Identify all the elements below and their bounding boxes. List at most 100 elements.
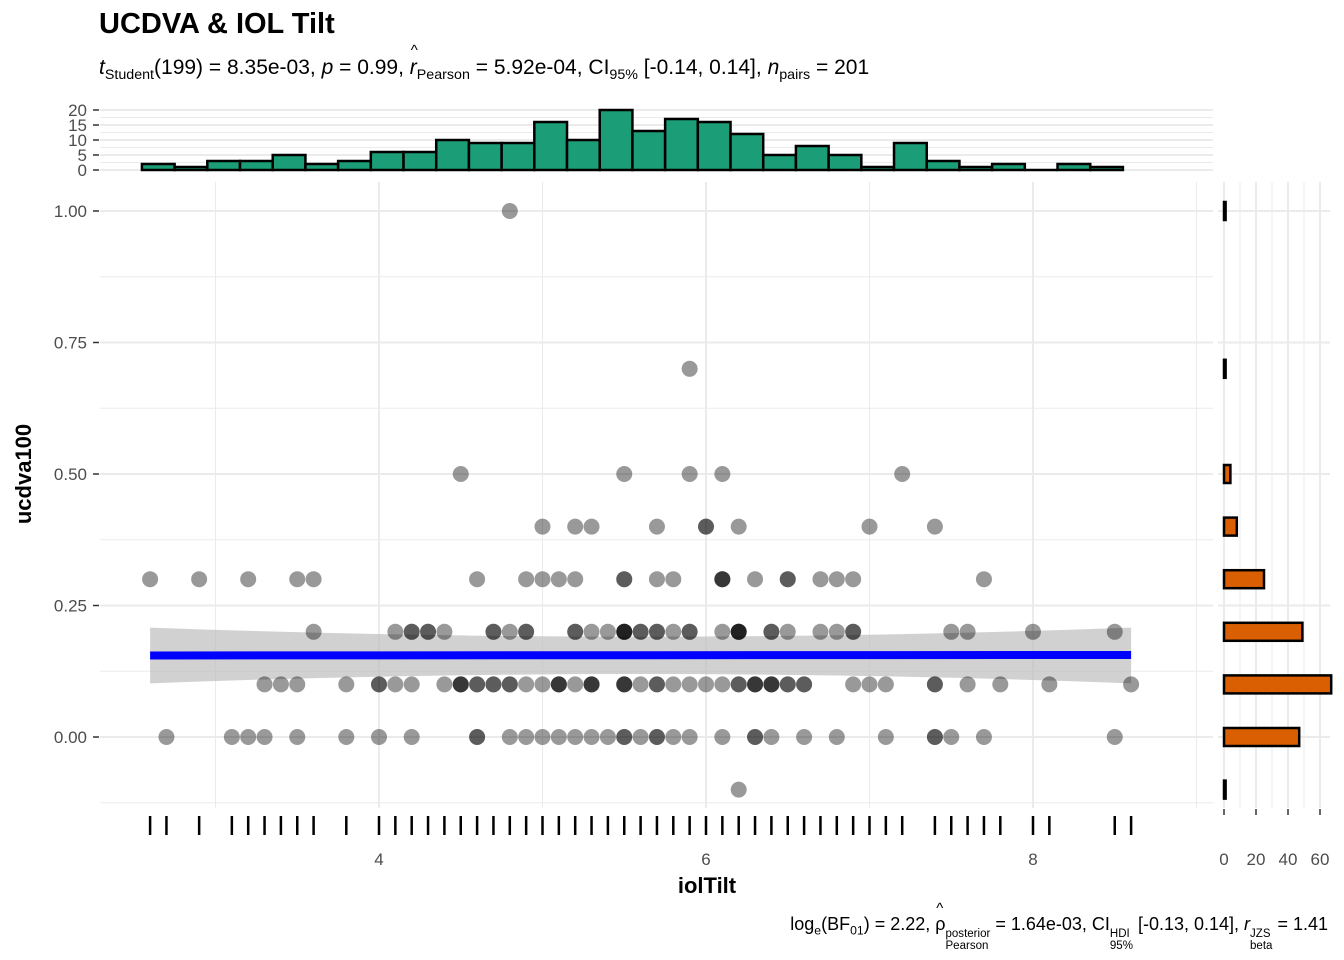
data-point bbox=[583, 729, 600, 745]
data-point bbox=[959, 676, 976, 693]
data-point bbox=[305, 623, 322, 640]
data-point bbox=[1106, 729, 1123, 745]
data-point bbox=[223, 729, 240, 745]
data-point bbox=[763, 623, 780, 640]
data-point bbox=[550, 676, 567, 693]
histogram-bar bbox=[1222, 674, 1333, 695]
histogram-bar bbox=[1222, 516, 1239, 537]
data-point bbox=[256, 676, 273, 693]
data-point bbox=[975, 571, 992, 588]
histogram-bar bbox=[402, 150, 438, 172]
histogram-bar bbox=[271, 153, 307, 172]
histogram-bar bbox=[1222, 200, 1227, 222]
data-point bbox=[632, 676, 649, 693]
data-point bbox=[534, 571, 551, 588]
data-point bbox=[730, 623, 747, 640]
data-point bbox=[452, 676, 469, 693]
data-point bbox=[828, 571, 845, 588]
histogram-bar bbox=[1222, 726, 1301, 748]
data-point bbox=[747, 676, 764, 693]
data-point bbox=[747, 676, 764, 693]
data-point bbox=[894, 466, 911, 482]
data-point bbox=[518, 623, 535, 640]
data-point bbox=[305, 571, 322, 588]
data-point bbox=[485, 676, 502, 693]
data-point bbox=[256, 729, 273, 745]
data-point bbox=[567, 676, 584, 693]
y-tick-label: 0 bbox=[78, 161, 87, 180]
data-point bbox=[763, 676, 780, 693]
x-tick-label: 60 bbox=[1311, 850, 1330, 869]
data-point bbox=[403, 729, 420, 745]
data-point bbox=[648, 571, 665, 588]
data-point bbox=[648, 623, 665, 640]
data-point bbox=[616, 623, 633, 640]
histogram-bar bbox=[434, 138, 471, 172]
data-point bbox=[485, 623, 502, 640]
data-point bbox=[550, 729, 567, 745]
data-point bbox=[714, 729, 731, 745]
data-point bbox=[371, 676, 387, 693]
data-point bbox=[681, 676, 698, 693]
data-point bbox=[289, 571, 306, 588]
data-point bbox=[501, 729, 518, 745]
data-point bbox=[289, 729, 306, 745]
x-tick-label: 6 bbox=[701, 850, 710, 869]
data-point bbox=[975, 729, 992, 745]
histogram-bar bbox=[1222, 358, 1227, 380]
data-point bbox=[534, 729, 551, 745]
data-point bbox=[534, 518, 551, 535]
data-point bbox=[926, 676, 943, 693]
data-point bbox=[812, 623, 829, 640]
data-point bbox=[289, 676, 306, 693]
data-point bbox=[1106, 623, 1123, 640]
chart-title: UCDVA & IOL Tilt bbox=[99, 8, 335, 40]
data-point bbox=[648, 676, 665, 693]
data-point bbox=[992, 676, 1009, 693]
data-point bbox=[763, 676, 780, 693]
data-point bbox=[501, 676, 518, 693]
data-point bbox=[616, 623, 633, 640]
data-point bbox=[681, 623, 698, 640]
data-point bbox=[747, 729, 764, 745]
histogram-bar bbox=[860, 165, 896, 172]
y-tick-label: 0.75 bbox=[54, 334, 87, 353]
data-point bbox=[501, 676, 518, 693]
data-point bbox=[469, 729, 486, 745]
data-point bbox=[240, 571, 257, 588]
data-point bbox=[338, 676, 355, 693]
y-axis-label: ucdva100 bbox=[11, 424, 36, 524]
data-point bbox=[943, 729, 960, 745]
data-point bbox=[240, 729, 257, 745]
data-point bbox=[1123, 676, 1140, 693]
main-grid bbox=[100, 182, 1213, 808]
y-tick-label: 0.00 bbox=[54, 728, 87, 747]
data-point bbox=[1041, 676, 1058, 693]
histogram-bar bbox=[533, 120, 569, 172]
y-tick-label: 0.50 bbox=[54, 465, 87, 484]
data-point bbox=[616, 676, 633, 693]
data-point bbox=[371, 729, 387, 745]
histogram-bar bbox=[1088, 165, 1125, 172]
x-tick-label: 40 bbox=[1279, 850, 1298, 869]
histogram-bar bbox=[925, 159, 961, 172]
histogram-bar bbox=[663, 117, 700, 172]
data-point bbox=[632, 623, 649, 640]
data-point bbox=[812, 571, 829, 588]
chart-subtitle: tStudent(199) = 8.35e-03, p = 0.99, rPea… bbox=[99, 42, 869, 82]
y-tick-label: 5 bbox=[78, 146, 87, 165]
data-point bbox=[452, 676, 469, 693]
data-point bbox=[567, 623, 584, 640]
data-point bbox=[681, 466, 698, 482]
data-point bbox=[747, 571, 764, 588]
histogram-bar bbox=[990, 162, 1027, 172]
data-point bbox=[648, 729, 665, 745]
histogram-bar bbox=[696, 120, 732, 172]
histogram-bar bbox=[1222, 463, 1232, 485]
data-point bbox=[550, 571, 567, 588]
histogram-bar bbox=[958, 165, 994, 172]
data-point bbox=[926, 729, 943, 745]
data-point bbox=[616, 571, 633, 588]
